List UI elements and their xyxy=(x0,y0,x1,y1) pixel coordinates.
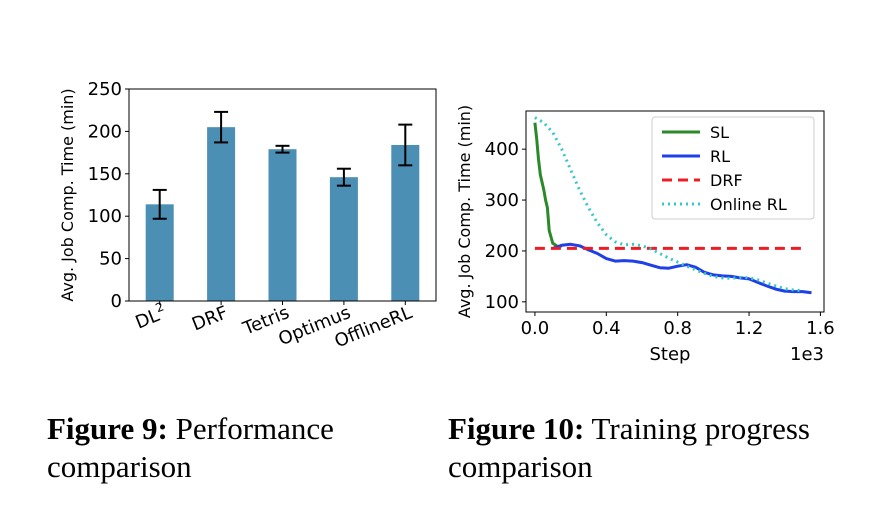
y-tick-label: 100 xyxy=(88,206,122,227)
x-tick-label: 0.8 xyxy=(663,318,692,339)
x-axis-multiplier: 1e3 xyxy=(790,344,824,365)
line-chart-training-progress: 0.0 0.4 0.8 1.2 1.6 100 200 300 400 Step 1e3 Avg. J… xyxy=(455,105,835,365)
legend-box xyxy=(651,116,815,220)
x-tick-label: DRF xyxy=(189,302,231,335)
figure-10-caption: Figure 10: Training progress comparison xyxy=(448,410,828,486)
y-tick-label: 0 xyxy=(111,291,122,312)
bar xyxy=(268,149,297,301)
figure-9-text: Performance comparison xyxy=(47,411,334,484)
series-line xyxy=(533,122,563,249)
y-tick-label: 300 xyxy=(485,190,519,211)
figure-9-caption: Figure 9: Performance comparison xyxy=(47,410,417,486)
bar xyxy=(207,127,236,301)
x-tick-label: 0.4 xyxy=(592,318,621,339)
x-tick-label: 0.0 xyxy=(521,318,550,339)
legend-label: SL xyxy=(710,123,729,142)
legend-label: DRF xyxy=(710,171,743,190)
y-tick-label: 200 xyxy=(485,241,519,262)
y-axis-label: Avg. Job Comp. Time (min) xyxy=(455,105,474,318)
plot-frame xyxy=(128,88,437,302)
y-tick-label: 400 xyxy=(485,139,519,160)
plot-frame xyxy=(525,110,825,313)
series-line xyxy=(552,242,812,295)
y-tick-label: 100 xyxy=(485,292,519,313)
legend-label: Online RL xyxy=(710,195,787,214)
x-tick-label: 1.2 xyxy=(735,318,764,339)
bar xyxy=(391,144,420,301)
figure-10-label: Figure 10: xyxy=(448,411,585,446)
x-tick-label-text: DRF xyxy=(189,302,231,335)
y-tick-label: 250 xyxy=(88,79,122,100)
bar-chart-performance: DL2 DRF TetrisOptimusOfflineRL050100150200… xyxy=(58,79,437,352)
x-tick-label: DL2 xyxy=(131,299,169,333)
x-axis-label: Step xyxy=(650,344,691,365)
y-tick-label: 200 xyxy=(88,121,122,142)
y-tick-label: 150 xyxy=(88,164,122,185)
series-line xyxy=(534,116,803,293)
y-axis-label: Avg. Job Comp. Time (min) xyxy=(58,88,77,301)
bar xyxy=(329,177,358,301)
legend-label: RL xyxy=(710,147,730,166)
figure-9-label: Figure 9: xyxy=(47,411,168,446)
figure-10-text: Training progress comparison xyxy=(448,411,810,484)
x-tick-label: 1.6 xyxy=(806,318,835,339)
y-tick-label: 50 xyxy=(99,249,122,270)
bar xyxy=(145,204,174,301)
